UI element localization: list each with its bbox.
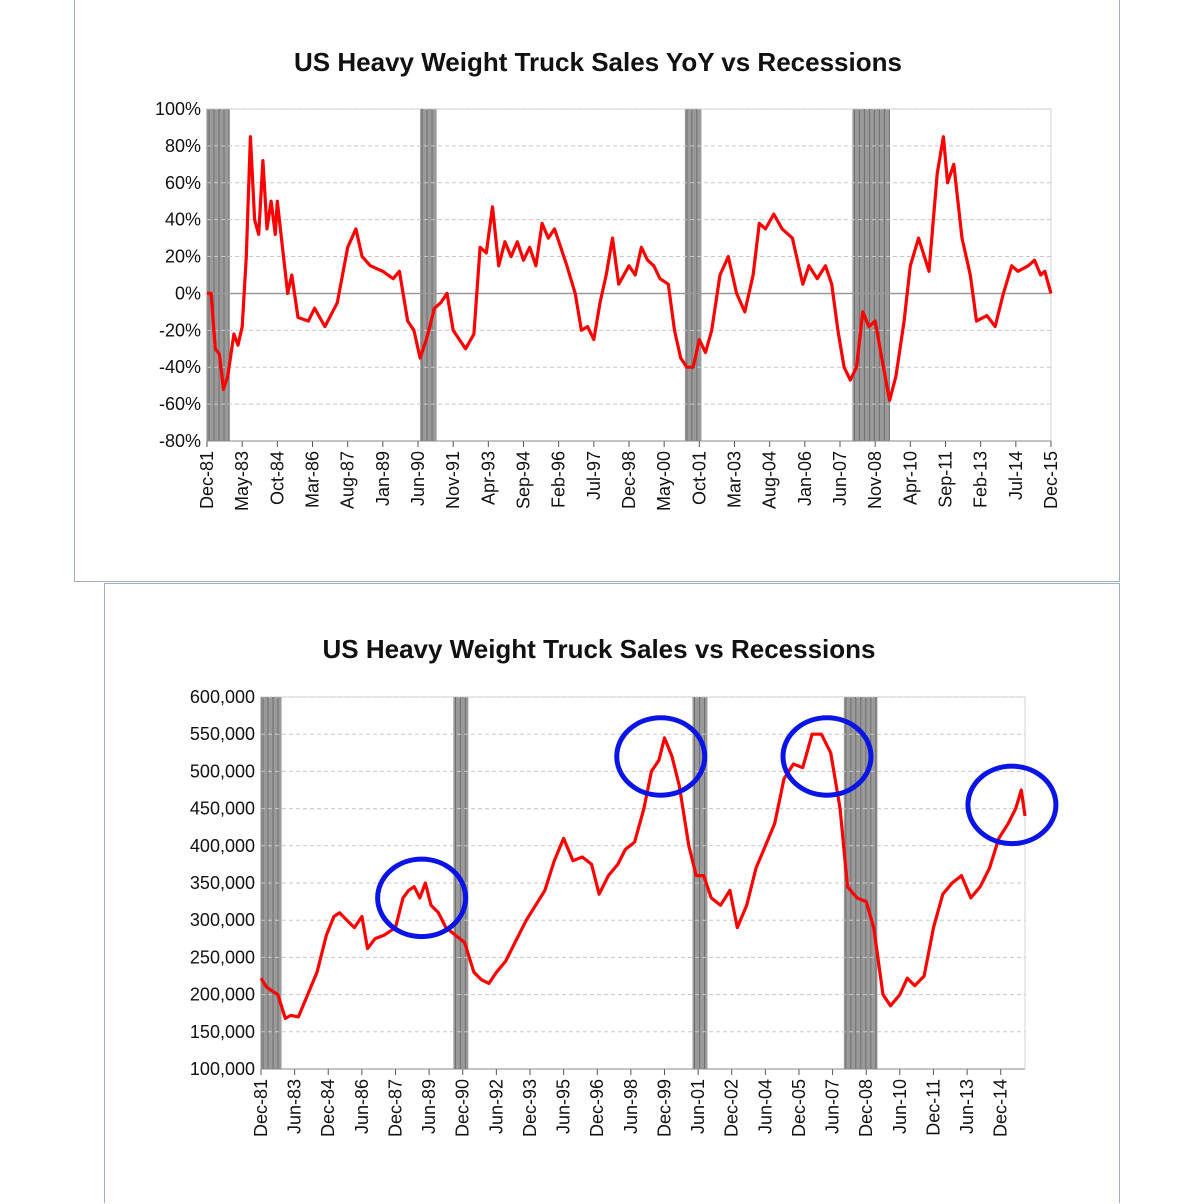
- y-tick-label: -60%: [159, 394, 201, 414]
- x-tick-label: Dec-99: [654, 1079, 674, 1137]
- x-tick-label: Oct-01: [689, 451, 709, 505]
- x-tick-label: Aug-87: [338, 451, 358, 509]
- y-tick-label: 60%: [165, 173, 201, 193]
- x-tick-label: Jun-07: [830, 451, 850, 506]
- highlight-circle: [965, 763, 1059, 847]
- x-tick-label: Dec-98: [619, 451, 639, 509]
- x-tick-label: Jun-10: [890, 1079, 910, 1134]
- x-tick-label: Dec-96: [587, 1079, 607, 1137]
- recession-band: [207, 109, 230, 441]
- x-tick-label: Jul-14: [1006, 451, 1026, 500]
- x-tick-label: Dec-05: [789, 1079, 809, 1137]
- x-tick-label: Jun-89: [419, 1079, 439, 1134]
- y-tick-label: 400,000: [190, 836, 255, 856]
- y-tick-label: -20%: [159, 320, 201, 340]
- x-tick-label: Jun-13: [957, 1079, 977, 1134]
- y-tick-label: -40%: [159, 357, 201, 377]
- y-tick-label: 300,000: [190, 910, 255, 930]
- x-tick-label: Dec-08: [856, 1079, 876, 1137]
- x-tick-label: Jun-07: [823, 1079, 843, 1134]
- y-tick-label: 20%: [165, 247, 201, 267]
- y-tick-label: 550,000: [190, 724, 255, 744]
- y-tick-label: 450,000: [190, 799, 255, 819]
- y-tick-label: 100%: [155, 99, 201, 119]
- y-tick-label: 250,000: [190, 947, 255, 967]
- highlight-circle: [780, 715, 874, 798]
- x-tick-label: Dec-02: [722, 1079, 742, 1137]
- x-tick-label: Feb-13: [971, 451, 991, 508]
- x-tick-label: Jun-98: [621, 1079, 641, 1134]
- x-tick-label: Mar-86: [303, 451, 323, 508]
- y-tick-label: 200,000: [190, 985, 255, 1005]
- x-tick-label: May-00: [654, 451, 674, 511]
- x-tick-label: Jan-89: [373, 451, 393, 506]
- x-tick-label: Feb-96: [549, 451, 569, 508]
- x-tick-label: Jun-95: [554, 1079, 574, 1134]
- highlight-circle: [375, 856, 469, 940]
- x-tick-label: Jun-01: [688, 1079, 708, 1134]
- x-tick-label: Mar-03: [725, 451, 745, 508]
- y-tick-label: 150,000: [190, 1022, 255, 1042]
- x-tick-label: Dec-87: [385, 1079, 405, 1137]
- x-tick-label: Apr-93: [478, 451, 498, 505]
- y-tick-label: 600,000: [190, 687, 255, 707]
- highlight-circle: [614, 715, 708, 798]
- x-tick-label: Jun-86: [352, 1079, 372, 1134]
- x-tick-label: Sep-11: [936, 451, 956, 508]
- x-tick-label: Jun-04: [755, 1079, 775, 1134]
- x-tick-label: Dec-81: [197, 451, 217, 509]
- x-tick-label: Apr-10: [900, 451, 920, 505]
- x-tick-label: Dec-93: [520, 1079, 540, 1137]
- x-tick-label: Dec-15: [1041, 451, 1061, 509]
- yoy-chart-svg: US Heavy Weight Truck Sales YoY vs Reces…: [155, 47, 1061, 511]
- x-tick-label: Dec-84: [318, 1079, 338, 1137]
- x-tick-label: Jun-83: [285, 1079, 305, 1134]
- plot-area: [206, 108, 1052, 442]
- x-tick-label: Aug-04: [760, 451, 780, 509]
- y-tick-label: -80%: [159, 431, 201, 451]
- y-tick-label: 0%: [175, 283, 201, 303]
- y-tick-label: 350,000: [190, 873, 255, 893]
- x-tick-label: Dec-81: [251, 1079, 271, 1137]
- y-tick-label: 80%: [165, 136, 201, 156]
- x-tick-label: Nov-91: [443, 451, 463, 509]
- y-tick-label: 500,000: [190, 761, 255, 781]
- x-tick-label: Jun-92: [486, 1079, 506, 1134]
- sales-chart-panel: US Heavy Weight Truck Sales vs Recession…: [104, 583, 1120, 1203]
- x-tick-label: Dec-14: [991, 1079, 1011, 1137]
- yoy-chart-panel: US Heavy Weight Truck Sales YoY vs Reces…: [74, 0, 1120, 582]
- x-tick-label: Jan-06: [795, 451, 815, 506]
- x-tick-label: Nov-08: [865, 451, 885, 509]
- x-tick-label: Sep-94: [514, 451, 534, 509]
- x-tick-label: Jun-90: [408, 451, 428, 506]
- x-tick-label: Dec-90: [453, 1079, 473, 1137]
- series-line: [207, 135, 1053, 402]
- chart-title: US Heavy Weight Truck Sales vs Recession…: [322, 634, 875, 664]
- x-tick-label: Oct-84: [267, 451, 287, 505]
- series-line: [259, 732, 1027, 1020]
- y-tick-label: 100,000: [190, 1059, 255, 1079]
- x-tick-label: May-83: [232, 451, 252, 511]
- recession-band: [852, 109, 890, 441]
- y-tick-label: 40%: [165, 210, 201, 230]
- x-tick-label: Jul-97: [584, 451, 604, 500]
- chart-title: US Heavy Weight Truck Sales YoY vs Reces…: [294, 47, 902, 77]
- x-tick-label: Dec-11: [923, 1079, 943, 1136]
- sales-chart-svg: US Heavy Weight Truck Sales vs Recession…: [190, 634, 1059, 1137]
